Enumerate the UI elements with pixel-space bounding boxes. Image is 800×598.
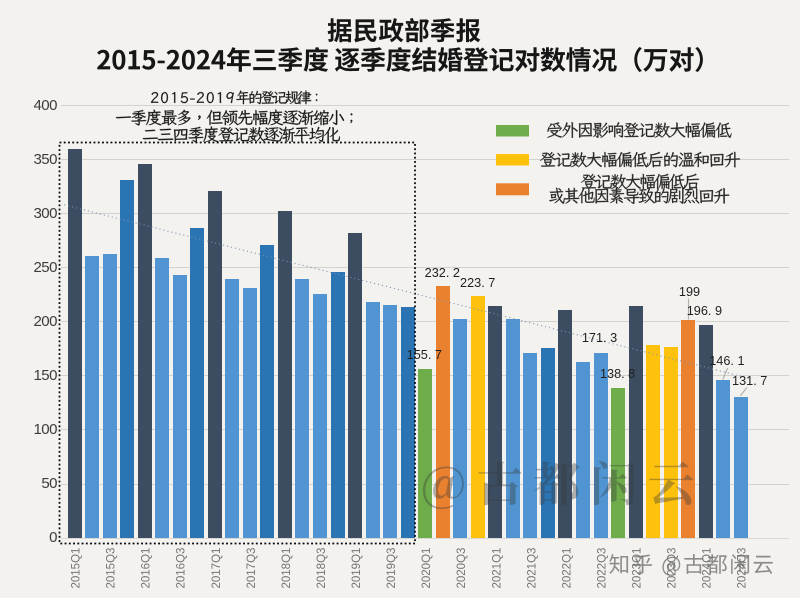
svg-text:2018Q1: 2018Q1 xyxy=(281,548,293,589)
svg-text:2024Q3: 2024Q3 xyxy=(737,548,749,589)
svg-text:2017Q1: 2017Q1 xyxy=(211,548,223,589)
svg-text:2019Q1: 2019Q1 xyxy=(351,548,363,589)
svg-text:2021Q3: 2021Q3 xyxy=(526,548,538,589)
svg-text:2017Q3: 2017Q3 xyxy=(246,548,258,589)
svg-text:2015Q3: 2015Q3 xyxy=(106,548,118,589)
svg-text:2023Q1: 2023Q1 xyxy=(632,548,644,589)
svg-text:2018Q3: 2018Q3 xyxy=(316,548,328,589)
svg-text:2022Q1: 2022Q1 xyxy=(561,548,573,589)
svg-text:2019Q3: 2019Q3 xyxy=(386,548,398,589)
svg-text:2016Q3: 2016Q3 xyxy=(176,548,188,589)
svg-text:2020Q3: 2020Q3 xyxy=(456,548,468,589)
svg-text:2021Q1: 2021Q1 xyxy=(491,548,503,589)
svg-text:2020Q1: 2020Q1 xyxy=(421,548,433,589)
svg-text:2015Q1: 2015Q1 xyxy=(71,548,83,589)
svg-text:2022Q3: 2022Q3 xyxy=(597,548,609,589)
svg-text:2016Q1: 2016Q1 xyxy=(141,548,153,589)
